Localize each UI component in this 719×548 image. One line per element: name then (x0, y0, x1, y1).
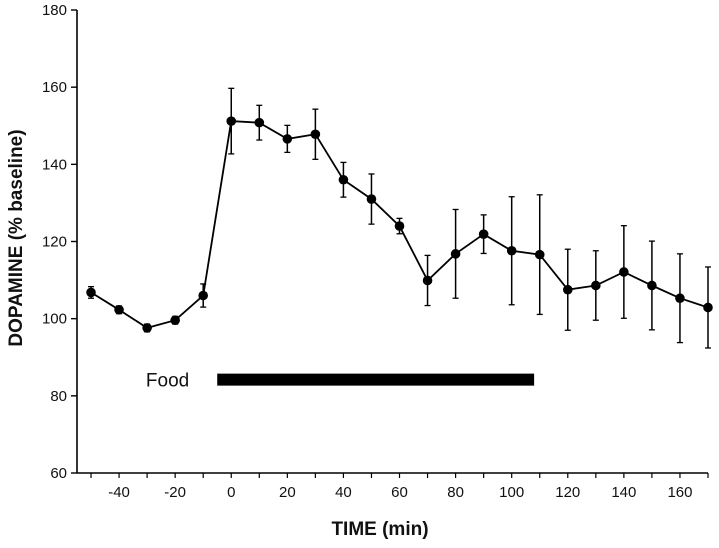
data-point (562, 284, 573, 295)
data-point (142, 323, 152, 333)
y-tick-label: 80 (50, 388, 67, 405)
y-axis: 60 80 100 120 140 160 180 (42, 2, 77, 482)
data-point (675, 293, 685, 304)
y-tick-label: 160 (42, 79, 67, 96)
data-point (394, 221, 405, 231)
data-point (170, 315, 180, 326)
y-tick-label: 100 (42, 311, 67, 328)
x-tick-label: 40 (335, 484, 352, 501)
data-point (282, 134, 293, 144)
x-axis-title: TIME (min) (331, 519, 428, 540)
x-tick-label: 120 (555, 484, 580, 501)
data-point (86, 287, 96, 298)
food-bar (217, 373, 535, 386)
food-label: Food (146, 371, 189, 392)
x-tick-label: -20 (164, 484, 186, 501)
y-tick-label: 140 (42, 156, 67, 173)
annotation-layer: Food (146, 371, 535, 392)
data-point (422, 275, 433, 286)
x-tick-label: -40 (108, 484, 130, 501)
x-tick-label: 160 (667, 484, 692, 501)
data-point (619, 267, 629, 277)
data-point (647, 280, 657, 291)
y-tick-label: 180 (42, 2, 67, 19)
data-point (506, 245, 517, 256)
data-point (703, 302, 713, 313)
y-tick-label: 60 (50, 465, 67, 482)
x-axis: -40 -20 0 20 40 60 80 100 120 140 160 (90, 473, 709, 501)
x-tick-label: 20 (279, 484, 296, 501)
x-tick-label: 60 (391, 484, 408, 501)
data-point (254, 117, 265, 128)
data-point (478, 229, 489, 239)
y-tick-label: 120 (42, 234, 67, 251)
data-point (450, 249, 461, 259)
data-point (338, 174, 349, 185)
plot-area (76, 10, 708, 474)
data-point (198, 290, 208, 301)
x-tick-label: 140 (611, 484, 636, 501)
series-layer (86, 87, 713, 349)
data-point (366, 194, 377, 204)
data-point (310, 129, 321, 140)
data-point (114, 304, 124, 315)
x-tick-label: 80 (447, 484, 464, 501)
data-point (226, 116, 237, 126)
data-point (534, 249, 545, 260)
x-tick-label: 100 (499, 484, 524, 501)
y-axis-title: DOPAMINE (% baseline) (6, 129, 27, 346)
x-tick-label: 0 (227, 484, 235, 501)
data-point (591, 280, 601, 291)
